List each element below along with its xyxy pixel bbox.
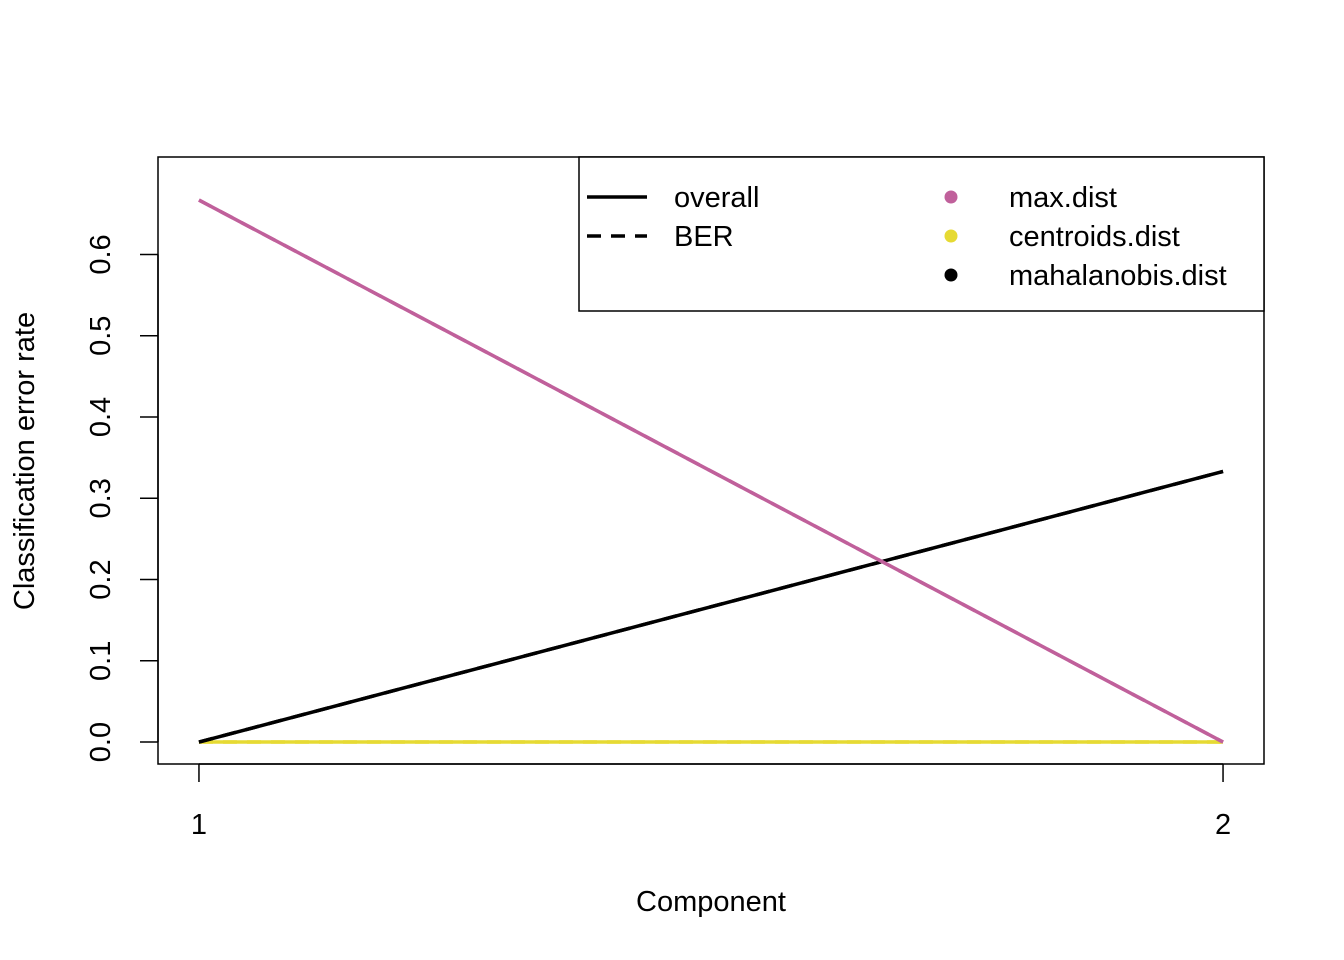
y-axis-title: Classification error rate xyxy=(9,312,41,610)
legend-label: mahalanobis.dist xyxy=(1009,260,1227,292)
series-layer xyxy=(198,198,1224,744)
y-axis: 0.0 0.1 0.2 0.3 0.4 0.5 0.6 xyxy=(85,234,159,762)
legend-box xyxy=(578,156,1265,312)
y-tick-label: 0.4 xyxy=(85,397,117,437)
x-tick-label: 2 xyxy=(1215,809,1231,841)
legend-label: overall xyxy=(674,182,759,214)
legend-label: max.dist xyxy=(1009,182,1117,214)
legend-label: centroids.dist xyxy=(1009,221,1180,253)
x-tick-label: 1 xyxy=(191,809,207,841)
series-line-max-dist-ber xyxy=(198,198,1224,744)
series-line-mahalanobis-dist-ber xyxy=(198,469,1224,744)
y-tick-label: 0.3 xyxy=(85,478,117,518)
legend-label: BER xyxy=(674,221,734,253)
x-axis-title: Component xyxy=(636,886,786,918)
legend-marker-max-dist xyxy=(944,190,958,204)
y-tick-label: 0.1 xyxy=(85,641,117,681)
y-tick-label: 0.5 xyxy=(85,316,117,356)
y-tick-label: 0.0 xyxy=(85,722,117,762)
legend-marker-centroids-dist xyxy=(944,229,958,243)
y-tick-label: 0.2 xyxy=(85,559,117,599)
legend-marker-mahalanobis-dist xyxy=(944,268,958,282)
y-tick-label: 0.6 xyxy=(85,234,117,274)
legend: overall BER max.dist centroids.dist mahalano… xyxy=(578,156,1265,312)
